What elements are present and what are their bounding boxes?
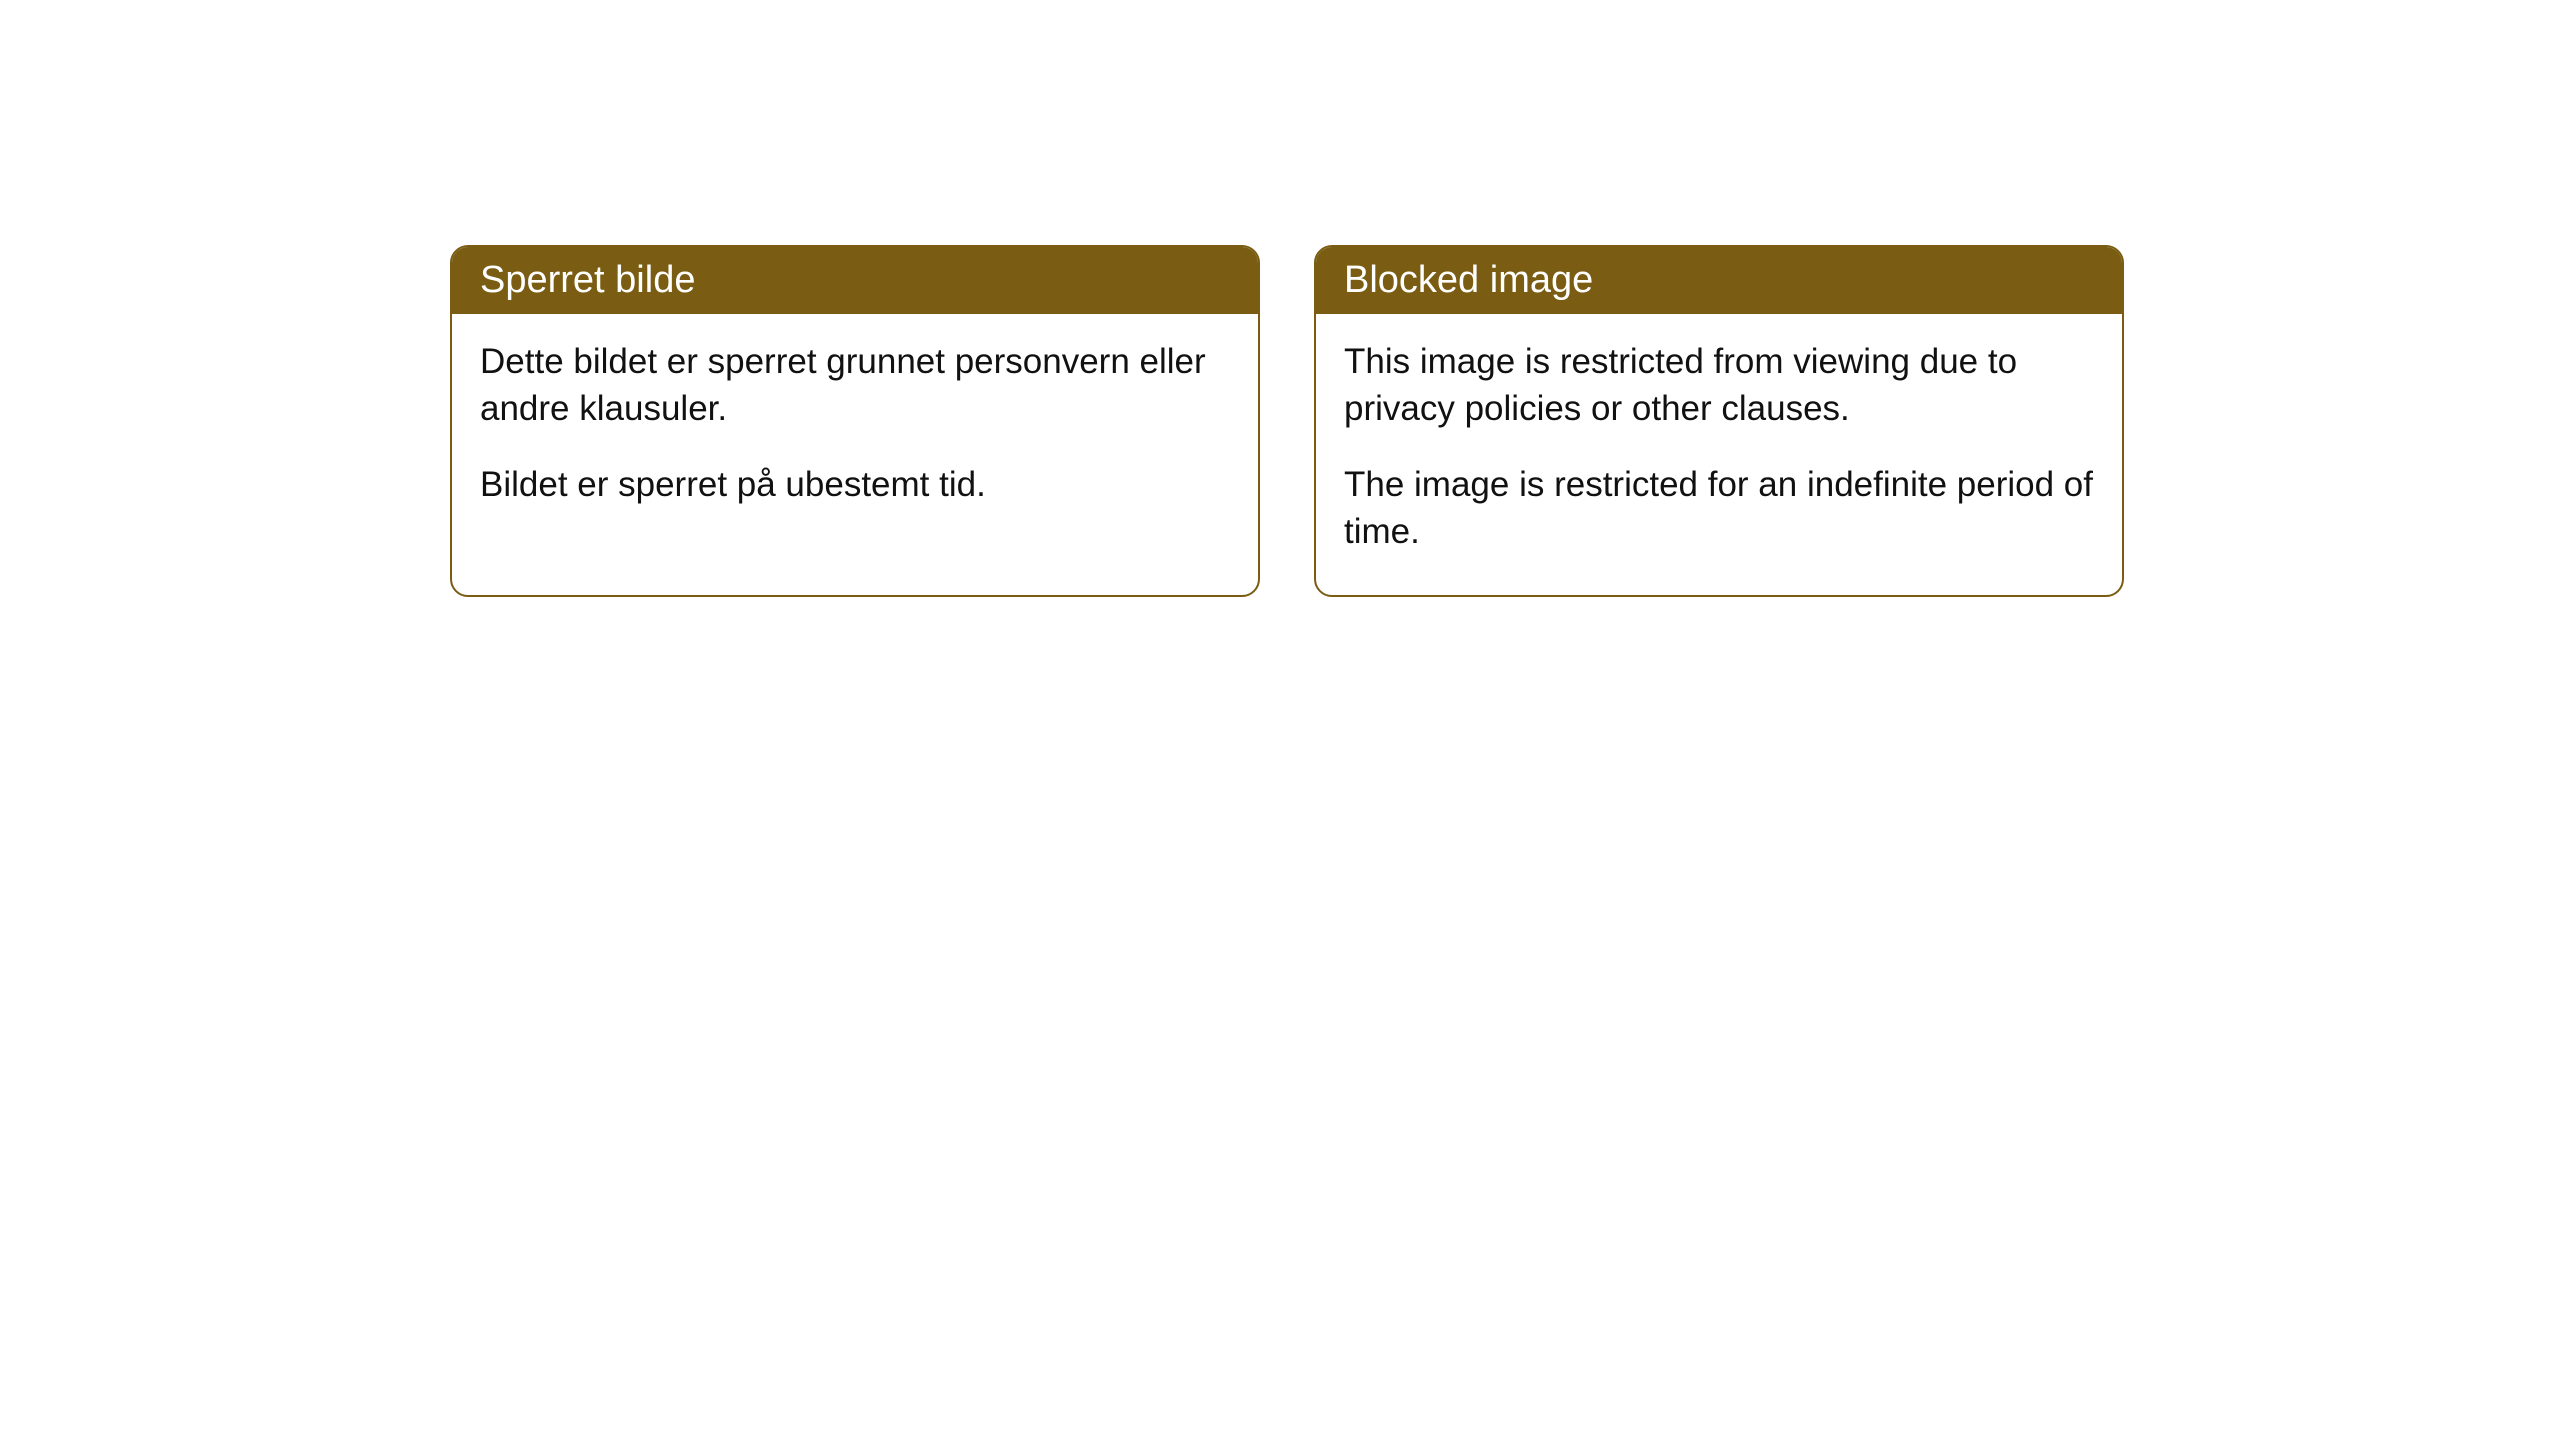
- blocked-image-card-english: Blocked image This image is restricted f…: [1314, 245, 2124, 597]
- card-body: This image is restricted from viewing du…: [1316, 314, 2122, 595]
- card-paragraph: This image is restricted from viewing du…: [1344, 338, 2094, 433]
- card-header: Sperret bilde: [452, 247, 1258, 314]
- card-body: Dette bildet er sperret grunnet personve…: [452, 314, 1258, 548]
- card-title: Sperret bilde: [480, 259, 695, 301]
- card-paragraph: Bildet er sperret på ubestemt tid.: [480, 461, 1230, 508]
- card-header: Blocked image: [1316, 247, 2122, 314]
- card-paragraph: The image is restricted for an indefinit…: [1344, 461, 2094, 556]
- notice-cards-container: Sperret bilde Dette bildet er sperret gr…: [450, 245, 2124, 597]
- card-paragraph: Dette bildet er sperret grunnet personve…: [480, 338, 1230, 433]
- blocked-image-card-norwegian: Sperret bilde Dette bildet er sperret gr…: [450, 245, 1260, 597]
- card-title: Blocked image: [1344, 259, 1593, 301]
